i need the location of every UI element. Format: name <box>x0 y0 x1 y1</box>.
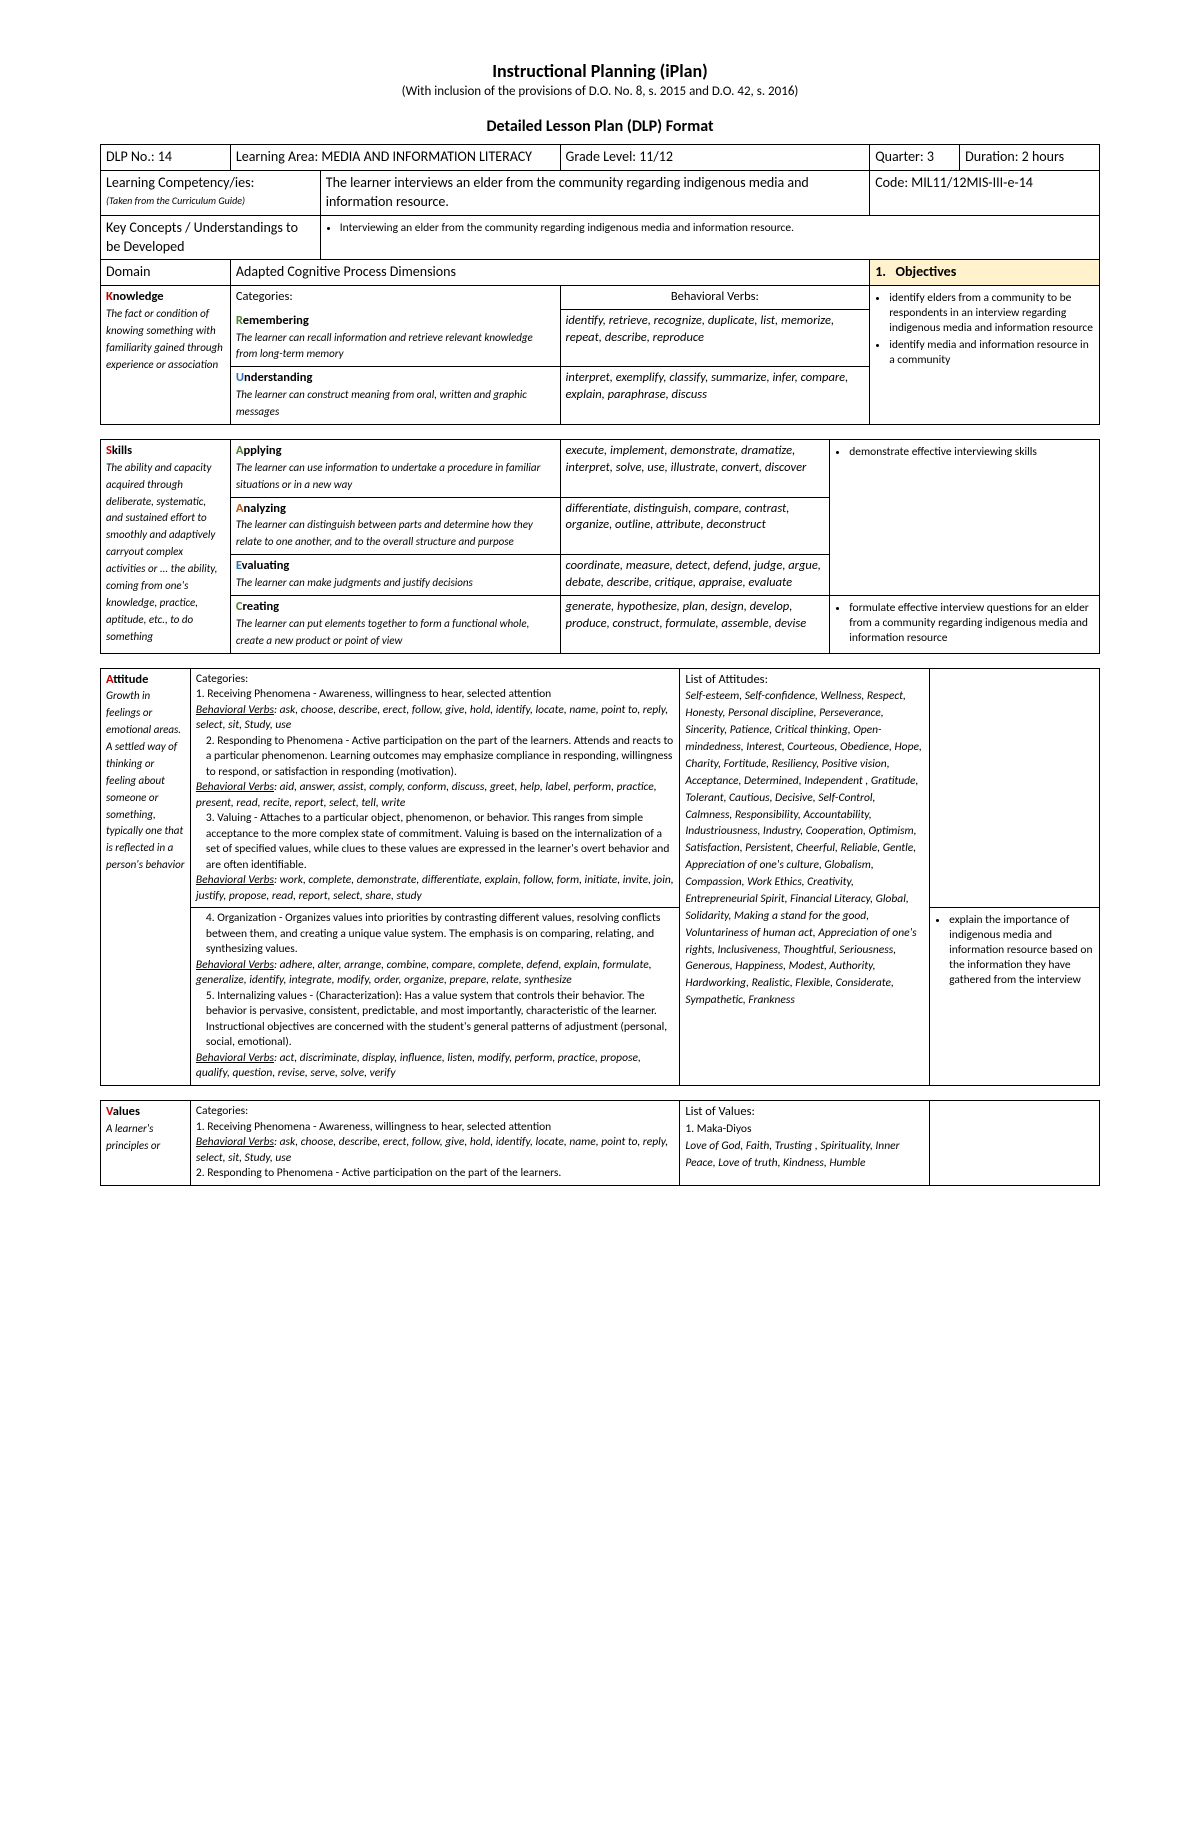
values-list: List of Values: 1. Maka-Diyos Love of Go… <box>680 1101 930 1186</box>
acpd-header: Adapted Cognitive Process Dimensions <box>230 260 869 286</box>
behavioral-verbs-label: Behavioral Verbs: <box>560 286 870 310</box>
top-table: DLP No.: 14 Learning Area: MEDIA AND INF… <box>100 144 1100 425</box>
values-categories: Categories: 1. Receiving Phenomena - Awa… <box>190 1101 680 1186</box>
attitude-table: Attitude Growth in feelings or emotional… <box>100 668 1100 1086</box>
knowledge-domain: Knowledge The fact or condition of knowi… <box>101 286 231 425</box>
values-domain: Values A learner's principles or <box>101 1101 191 1186</box>
values-obj-blank <box>930 1101 1100 1186</box>
key-concepts-label: Key Concepts / Understandings to be Deve… <box>101 215 321 260</box>
attitude-obj-blank <box>930 668 1100 908</box>
skills-table: Skills The ability and capacity acquired… <box>100 439 1100 654</box>
duration: Duration: 2 hours <box>960 145 1100 171</box>
quarter: Quarter: 3 <box>870 145 960 171</box>
attitude-list: List of Attitudes: Self-esteem, Self-con… <box>680 668 930 1085</box>
page-header: Instructional Planning (iPlan) (With inc… <box>100 60 1100 136</box>
evaluating: Evaluating The learner can make judgment… <box>230 555 560 596</box>
attitude-objective: explain the importance of indigenous med… <box>930 908 1100 1086</box>
values-table: Values A learner's principles or Categor… <box>100 1100 1100 1186</box>
attitude-categories-2: 4. Organization - Organizes values into … <box>190 908 680 1086</box>
competency-label: Learning Competency/ies: (Taken from the… <box>101 170 321 215</box>
attitude-categories: Categories: 1. Receiving Phenomena - Awa… <box>190 668 680 908</box>
grade-level: Grade Level: 11/12 <box>560 145 870 171</box>
learning-area: Learning Area: MEDIA AND INFORMATION LIT… <box>230 145 560 171</box>
objectives-header: 1. Objectives <box>870 260 1100 286</box>
applying: Applying The learner can use information… <box>230 439 560 497</box>
analyzing: Analyzing The learner can distinguish be… <box>230 497 560 555</box>
format-heading: Detailed Lesson Plan (DLP) Format <box>100 117 1100 136</box>
remembering: Remembering The learner can recall infor… <box>230 310 560 367</box>
skills-domain: Skills The ability and capacity acquired… <box>101 439 231 653</box>
attitude-domain: Attitude Growth in feelings or emotional… <box>101 668 191 1085</box>
evaluating-verbs: coordinate, measure, detect, defend, jud… <box>560 555 830 596</box>
key-concepts-text: Interviewing an elder from the community… <box>320 215 1099 260</box>
code: Code: MIL11/12MIS-III-e-14 <box>870 170 1100 215</box>
domain-header: Domain <box>101 260 231 286</box>
subtitle-note: (With inclusion of the provisions of D.O… <box>100 84 1100 99</box>
competency-text: The learner interviews an elder from the… <box>320 170 869 215</box>
understanding: Understanding The learner can construct … <box>230 367 560 425</box>
remembering-verbs: identify, retrieve, recognize, duplicate… <box>560 310 870 367</box>
skills-obj1: demonstrate effective interviewing skill… <box>830 439 1100 595</box>
understanding-verbs: interpret, exemplify, classify, summariz… <box>560 367 870 425</box>
dlp-no: DLP No.: 14 <box>101 145 231 171</box>
creating: Creating The learner can put elements to… <box>230 595 560 653</box>
knowledge-objectives: identify elders from a community to be r… <box>870 286 1100 425</box>
creating-verbs: generate, hypothesize, plan, design, dev… <box>560 595 830 653</box>
categories-label: Categories: <box>230 286 560 310</box>
title-main: Instructional Planning (iPlan) <box>100 60 1100 82</box>
applying-verbs: execute, implement, demonstrate, dramati… <box>560 439 830 497</box>
analyzing-verbs: differentiate, distinguish, compare, con… <box>560 497 830 555</box>
skills-obj2: formulate effective interview questions … <box>830 595 1100 653</box>
